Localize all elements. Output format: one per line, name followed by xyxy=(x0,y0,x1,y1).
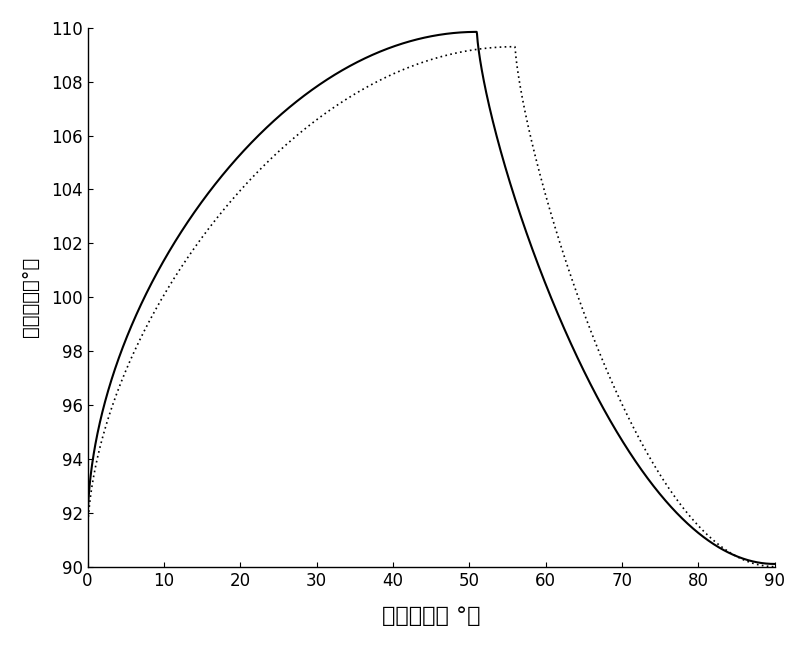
X-axis label: 光入射角（ °）: 光入射角（ °） xyxy=(382,606,480,626)
Y-axis label: 声入射角（°）: 声入射角（°） xyxy=(21,257,39,337)
